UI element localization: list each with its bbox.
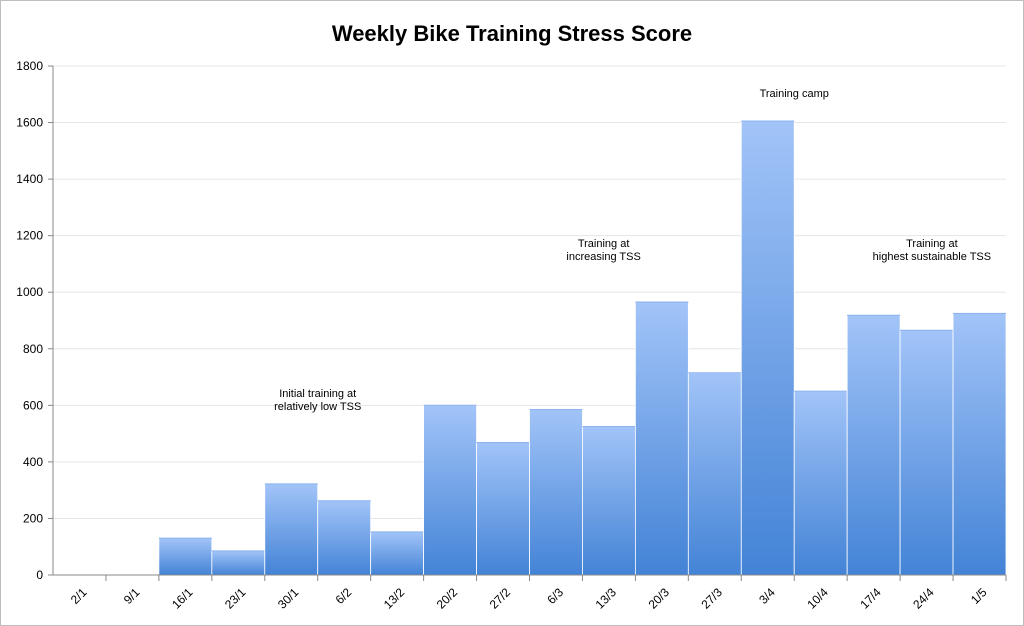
y-tick-label: 800	[23, 342, 43, 356]
y-tick-label: 1800	[16, 59, 43, 73]
bar-13-3	[582, 426, 636, 576]
x-tick-label: 1/5	[968, 585, 990, 607]
x-tick-label: 24/4	[910, 585, 937, 612]
axes	[48, 65, 1007, 581]
y-tick-label: 1400	[16, 172, 43, 186]
bar-3-4	[740, 120, 795, 576]
bar-20-3	[634, 301, 689, 576]
bar-6-2	[317, 500, 372, 576]
x-tick-label: 17/4	[857, 585, 884, 612]
annotation-text: increasing TSS	[566, 251, 640, 263]
bar-30-1	[264, 483, 319, 576]
annotation-text: Training at	[578, 238, 630, 250]
bar-6-3	[529, 409, 583, 576]
y-tick-label: 1000	[16, 285, 43, 299]
y-tick-label: 600	[23, 398, 43, 412]
y-tick-label: 200	[23, 511, 43, 525]
annotation-text: Training camp	[760, 88, 829, 100]
bar-27-2	[476, 442, 530, 576]
x-tick-label: 30/1	[275, 585, 302, 612]
bar-27-3	[687, 372, 742, 576]
bar-10-4	[793, 390, 848, 576]
y-tick-label: 400	[23, 455, 43, 469]
annotation-text: Training at	[906, 238, 958, 250]
x-tick-label: 13/2	[381, 585, 408, 612]
bars	[158, 120, 1007, 576]
x-tick-label: 27/2	[487, 585, 514, 612]
x-tick-label: 16/1	[169, 585, 196, 612]
x-tick-label: 2/1	[68, 585, 90, 607]
bar-23-1	[211, 550, 266, 576]
annotation-text: relatively low TSS	[274, 401, 361, 413]
bar-13-2	[370, 531, 425, 576]
bar-1-5	[952, 313, 1007, 576]
x-tick-label: 27/3	[699, 585, 726, 612]
x-tick-label: 20/3	[646, 585, 673, 612]
x-tick-label: 3/4	[756, 585, 778, 607]
x-tick-label: 23/1	[222, 585, 249, 612]
x-tick-label: 6/3	[544, 585, 566, 607]
annotation-text: highest sustainable TSS	[873, 251, 991, 263]
y-tick-label: 0	[36, 568, 43, 582]
bar-24-4	[899, 329, 954, 576]
y-tick-label: 1600	[16, 116, 43, 130]
chart-title: Weekly Bike Training Stress Score	[332, 21, 692, 46]
annotation-text: Initial training at	[279, 388, 356, 400]
bar-20-2	[423, 404, 477, 576]
x-tick-label: 9/1	[121, 585, 143, 607]
y-tick-label: 1200	[16, 229, 43, 243]
x-tick-label: 20/2	[434, 585, 461, 612]
gridlines	[53, 65, 1006, 519]
bar-16-1	[158, 537, 213, 576]
bar-17-4	[846, 315, 901, 576]
x-tick-label: 10/4	[804, 585, 831, 612]
x-tick-label: 13/3	[593, 585, 620, 612]
x-tick-label: 6/2	[333, 585, 355, 607]
